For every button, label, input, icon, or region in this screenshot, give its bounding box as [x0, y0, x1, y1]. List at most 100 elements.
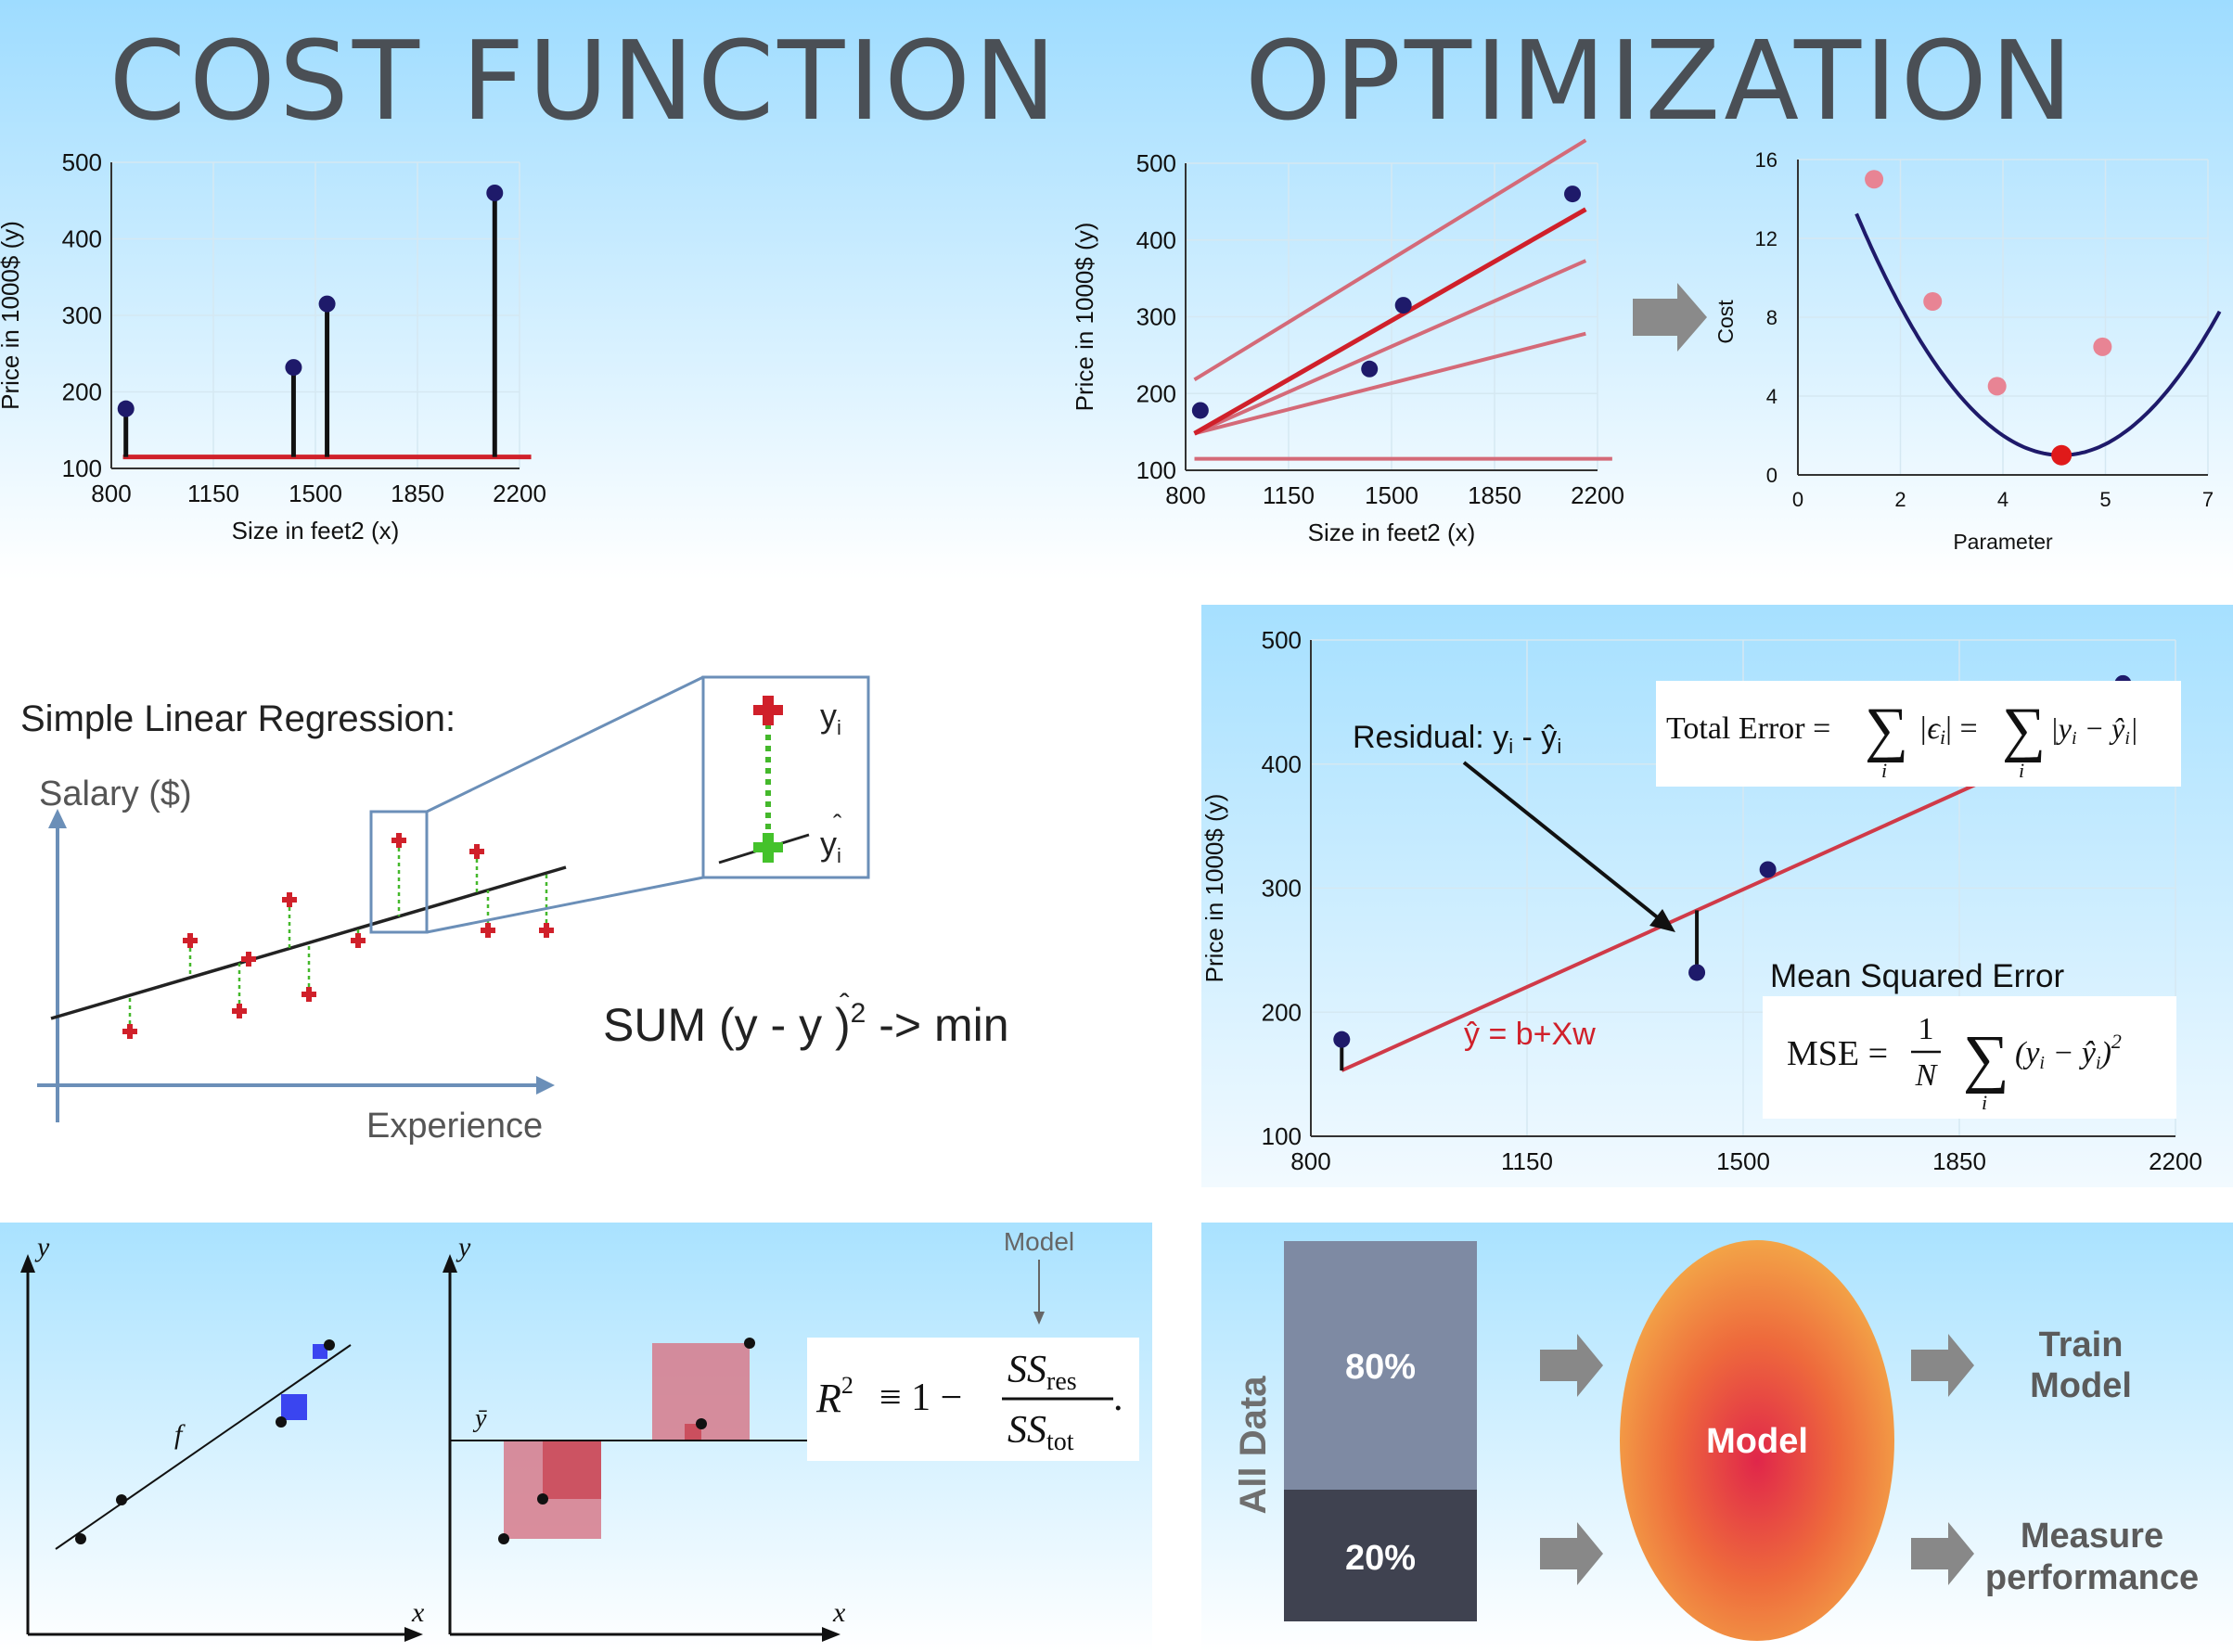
cost-curve — [1854, 212, 2222, 457]
mse-body: (yi − ŷi)2 — [2015, 1030, 2122, 1073]
measure-label-line2: performance — [1985, 1558, 2199, 1597]
regression-points — [122, 833, 554, 1039]
all-data-label: All Data — [1233, 1376, 1274, 1515]
x-tick-label: 2200 — [493, 480, 546, 507]
data-cross-icon — [306, 987, 312, 1002]
sigma-icon-2: ∑ — [2002, 696, 2046, 763]
y-tick-label: 200 — [1262, 998, 1302, 1026]
residual-annotations: Residual: yi - ŷi ŷ = b+Xw Total Error =… — [1353, 681, 2181, 1119]
data-point — [285, 359, 302, 377]
right-y-label: y — [456, 1232, 471, 1262]
left-y-arrowhead-icon — [20, 1254, 35, 1273]
y-tick-label: 100 — [1262, 1122, 1302, 1150]
data-point — [486, 185, 504, 201]
x-axis-label: Size in feet2 (x) — [232, 517, 400, 544]
x-tick-label: 1500 — [289, 480, 342, 507]
x-tick-label: 1150 — [1263, 481, 1315, 509]
best-fit-line — [1193, 207, 1587, 436]
train-label-line2: Model — [2030, 1366, 2132, 1405]
left-fit-line — [55, 1344, 352, 1550]
data-cross-icon — [237, 1004, 242, 1018]
y-tick-label: 500 — [1136, 149, 1176, 177]
left-point-3 — [276, 1416, 287, 1428]
sample-point — [1987, 377, 2007, 396]
arrow-to-model-bottom-icon — [1540, 1522, 1603, 1585]
r-squared-diagram: y x f y x ȳ Model R2 ≡ 1 − SSres — [20, 1227, 1139, 1642]
regression-title: Simple Linear Regression: — [20, 698, 456, 739]
left-x-label: x — [411, 1597, 425, 1628]
formula-period: . — [1113, 1377, 1123, 1419]
mse-title: Mean Squared Error — [1770, 958, 2064, 994]
left-point-4 — [324, 1339, 335, 1351]
train-percent: 80% — [1345, 1348, 1416, 1387]
sum-index: i — [1881, 759, 1887, 782]
residual-square-large — [281, 1394, 307, 1420]
y-tick-label: 300 — [1136, 303, 1176, 331]
actual-point-icon — [753, 696, 783, 725]
formula-hat-icon: ˆ — [840, 988, 850, 1021]
left-y-label: y — [34, 1232, 50, 1262]
cost-stem-chart: 800 1150 1500 1850 2200 100 200 300 400 500 Size i… — [0, 148, 546, 544]
ss-tot: SStot — [1007, 1409, 1074, 1456]
residual-square-small — [313, 1344, 327, 1359]
data-cross-icon — [127, 1024, 133, 1039]
total-error-formula: Total Error = — [1666, 711, 1830, 746]
x-tick-label: 2 — [1894, 488, 1906, 511]
mse-sum-index: i — [1982, 1091, 1987, 1114]
right-point-4 — [744, 1338, 755, 1349]
x-tick-label: 800 — [1290, 1147, 1330, 1175]
y-axis-label: Price in 1000$ (y) — [1200, 794, 1228, 983]
x-axis-label: Parameter — [1953, 530, 2053, 554]
data-cross-icon — [246, 952, 251, 967]
left-point-2 — [116, 1494, 127, 1505]
data-cross-icon — [187, 933, 193, 948]
model-arrowhead-icon — [1033, 1312, 1045, 1325]
data-point — [1333, 1031, 1351, 1048]
y-tick-label: 0 — [1766, 464, 1777, 487]
data-point — [1394, 297, 1412, 314]
zoom-source-box — [369, 810, 429, 934]
regression-diagram: Simple Linear Regression: Salary ($) Exp… — [20, 675, 1009, 1146]
model-egg — [1620, 1240, 1894, 1641]
data-cross-icon — [544, 923, 549, 938]
zoom-connector-bottom — [426, 876, 704, 934]
x-tick-label: 1150 — [1501, 1147, 1553, 1175]
right-arrow-icon — [1633, 283, 1707, 352]
y-tick-label: 200 — [62, 378, 102, 406]
abs-epsilon: |ϵi| = — [1919, 711, 1978, 749]
yhat-label: yi — [820, 825, 841, 867]
ss-res: SSres — [1007, 1349, 1077, 1396]
candidate-line — [1193, 259, 1587, 436]
top-band — [0, 0, 2233, 580]
data-point — [117, 400, 135, 417]
y-tick-label: 500 — [1262, 626, 1302, 654]
zoom-connector-top — [426, 675, 704, 813]
sample-point — [1865, 170, 1884, 189]
abs-y: |yi − ŷi| — [2050, 711, 2138, 749]
zoom-detail-box — [701, 675, 870, 879]
y-arrowhead-icon — [48, 809, 67, 828]
x-tick-label: 1500 — [1365, 481, 1418, 509]
data-point — [1759, 861, 1777, 878]
test-percent: 20% — [1345, 1539, 1416, 1578]
y-axis-label: Price in 1000$ (y) — [0, 221, 24, 410]
y-tick-label: 300 — [1262, 875, 1302, 903]
mse-lhs: MSE = — [1787, 1034, 1888, 1073]
y-axis-label: Cost — [1713, 300, 1738, 344]
x-tick-label: 0 — [1792, 488, 1803, 511]
train-test-split-diagram: 80% 20% All Data Model Train Model Measu… — [1233, 1240, 2199, 1641]
right-y-arrowhead-icon — [443, 1254, 457, 1273]
optimization-lines-chart: 800 1150 1500 1850 2200 100 200 300 400 500 Size i… — [1071, 138, 1624, 546]
data-point — [318, 295, 336, 313]
sigma-icon: ∑ — [1865, 696, 1908, 763]
model-annotation: Model — [1004, 1227, 1074, 1256]
right-point-1 — [498, 1533, 509, 1544]
fit-line — [1341, 762, 2022, 1072]
r-squared-lhs: R2 — [815, 1372, 853, 1421]
x-tick-label: 7 — [2202, 488, 2214, 511]
right-point-2 — [537, 1493, 548, 1505]
residual-chart: 800 1150 1500 1850 2200 100 200 300 400 500 Price … — [1200, 626, 2202, 1175]
train-bar — [1284, 1241, 1477, 1490]
arrow-to-train-icon — [1911, 1334, 1974, 1397]
sum-index-2: i — [2019, 759, 2024, 782]
